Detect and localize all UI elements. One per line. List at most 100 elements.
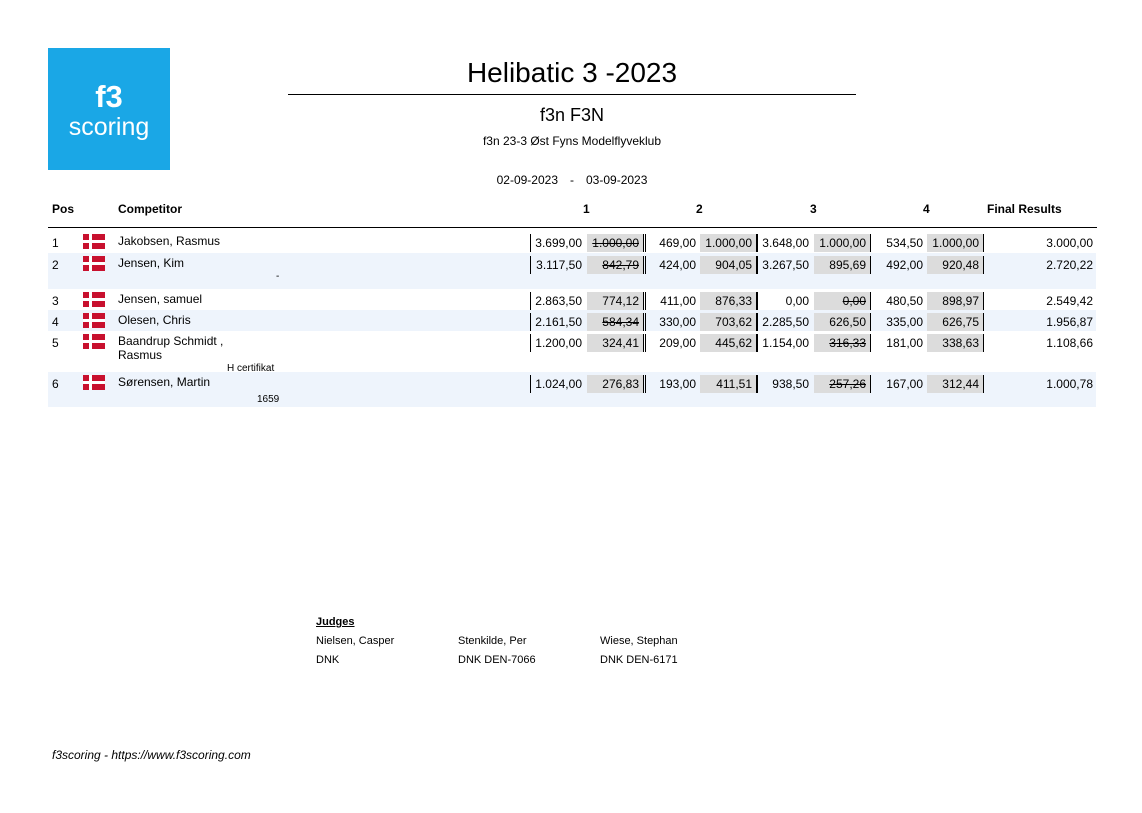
final-result: 1.000,78 xyxy=(1046,377,1093,391)
end-date: 03-09-2023 xyxy=(586,173,648,187)
competitor-name: Olesen, Chris xyxy=(118,313,191,327)
round-4-raw-score: 480,50 xyxy=(886,294,923,308)
round-separator xyxy=(530,234,531,252)
competitor-name: Jensen, samuel xyxy=(118,292,203,306)
score-box xyxy=(814,292,870,310)
row-position: 1 xyxy=(52,236,59,250)
round-2-normalized-score: 904,05 xyxy=(715,258,752,272)
round-separator xyxy=(645,313,646,331)
score-box xyxy=(587,313,643,331)
round-2-normalized-score: 411,51 xyxy=(716,377,752,391)
round-2-raw-score: 411,00 xyxy=(660,294,696,308)
score-box xyxy=(927,256,983,274)
final-result: 1.956,87 xyxy=(1046,315,1093,329)
score-box xyxy=(587,292,643,310)
round-separator xyxy=(757,334,758,352)
table-row: 3 Jensen, samuel 2.863,50 774,12 411,00 876,3… xyxy=(48,289,1096,310)
round-3-normalized-score: 0,00 xyxy=(842,294,866,308)
score-box xyxy=(700,375,756,393)
round-2-raw-score: 209,00 xyxy=(659,336,696,350)
round-separator xyxy=(645,375,646,393)
round-3-raw-score: 1.154,00 xyxy=(762,336,809,350)
round-separator xyxy=(757,313,758,331)
judges-heading: Judges xyxy=(316,616,355,628)
competitor-name-line2: Rasmus xyxy=(118,348,163,362)
denmark-flag-icon xyxy=(83,256,105,271)
denmark-flag-icon xyxy=(83,334,105,349)
competitor-name: Jensen, Kim xyxy=(118,256,185,270)
header-final-results: Final Results xyxy=(987,202,1062,216)
header-pos: Pos xyxy=(52,202,75,216)
round-separator xyxy=(643,375,644,393)
round-4-normalized-score: 898,97 xyxy=(942,294,979,308)
competitor-name: Jakobsen, Rasmus xyxy=(118,234,221,248)
round-4-normalized-score: 338,63 xyxy=(942,336,979,350)
round-3-raw-score: 3.648,00 xyxy=(762,236,809,250)
judge-country: DNK xyxy=(316,654,340,666)
score-box xyxy=(814,313,870,331)
round-3-normalized-score: 1.000,00 xyxy=(819,236,866,250)
round-separator xyxy=(530,313,531,331)
judge-name: Stenkilde, Per xyxy=(458,635,527,647)
row-position: 3 xyxy=(52,294,59,308)
score-box xyxy=(814,334,870,352)
round-4-raw-score: 534,50 xyxy=(886,236,923,250)
round-4-raw-score: 492,00 xyxy=(886,258,923,272)
round-2-raw-score: 330,00 xyxy=(659,315,696,329)
judge-name: Wiese, Stephan xyxy=(600,635,678,647)
round-separator xyxy=(870,292,871,310)
round-1-normalized-score: 1.000,00 xyxy=(592,236,639,250)
score-box xyxy=(927,313,983,331)
round-separator xyxy=(870,375,871,393)
club-name: f3n 23-3 Øst Fyns Modelflyveklub xyxy=(482,134,662,148)
score-box xyxy=(587,256,643,274)
round-separator xyxy=(645,292,646,310)
table-row: 1 Jakobsen, Rasmus 3.699,00 1.000,00 469,00 1… xyxy=(48,231,1096,253)
round-1-raw-score: 1.024,00 xyxy=(535,377,582,391)
round-2-normalized-score: 1.000,00 xyxy=(705,236,752,250)
class-subtitle: f3n F3N xyxy=(539,105,605,125)
final-result: 1.108,66 xyxy=(1046,336,1093,350)
score-box xyxy=(587,375,643,393)
round-separator xyxy=(983,375,984,393)
round-1-raw-score: 3.117,50 xyxy=(536,258,582,272)
competitor-note: - xyxy=(276,271,280,282)
row-position: 4 xyxy=(52,315,59,329)
final-result: 3.000,00 xyxy=(1046,236,1093,250)
round-separator xyxy=(645,234,646,252)
score-box xyxy=(700,292,756,310)
round-separator xyxy=(530,375,531,393)
judge-name: Nielsen, Casper xyxy=(316,635,395,647)
final-result: 2.720,22 xyxy=(1046,258,1093,272)
logo-text-f3: f3 xyxy=(95,79,123,114)
round-2-raw-score: 469,00 xyxy=(659,236,696,250)
round-2-normalized-score: 876,33 xyxy=(715,294,752,308)
table-row: 5 Baandrup Schmidt , Rasmus H certifikat 1.2… xyxy=(48,331,1096,374)
round-separator xyxy=(645,256,646,274)
round-separator xyxy=(756,292,757,310)
round-separator xyxy=(756,256,757,274)
round-1-normalized-score: 276,83 xyxy=(602,377,639,391)
round-2-normalized-score: 445,62 xyxy=(715,336,752,350)
round-1-raw-score: 3.699,00 xyxy=(535,236,582,250)
round-3-normalized-score: 895,69 xyxy=(829,258,866,272)
round-separator xyxy=(983,234,984,252)
round-separator xyxy=(983,334,984,352)
score-box xyxy=(700,234,756,252)
score-box xyxy=(927,334,983,352)
header-round-2: 2 xyxy=(696,202,703,216)
round-3-raw-score: 0,00 xyxy=(785,294,809,308)
start-date: 02-09-2023 xyxy=(496,173,558,187)
round-2-normalized-score: 703,62 xyxy=(715,315,752,329)
score-box xyxy=(927,375,983,393)
event-dates: 02-09-2023-03-09-2023 xyxy=(288,173,856,188)
competitor-name: Baandrup Schmidt , xyxy=(118,334,224,348)
round-1-raw-score: 1.200,00 xyxy=(535,336,582,350)
row-position: 2 xyxy=(52,258,59,272)
round-separator xyxy=(643,292,644,310)
round-separator xyxy=(530,292,531,310)
denmark-flag-icon xyxy=(83,375,105,390)
score-box xyxy=(927,292,983,310)
round-separator xyxy=(756,313,757,331)
round-3-raw-score: 3.267,50 xyxy=(762,258,809,272)
